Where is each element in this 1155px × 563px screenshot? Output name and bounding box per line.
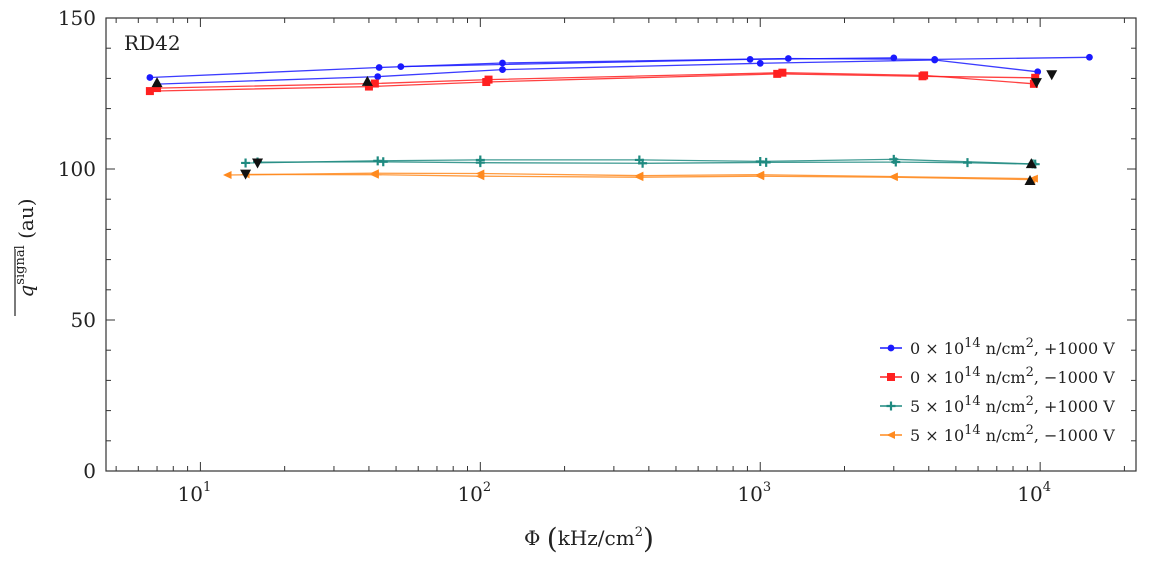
series-1 [145, 68, 1040, 96]
legend-item: 5 × 1014 n/cm2, +1000 V [880, 394, 1115, 416]
data-point [378, 157, 388, 167]
legend-swatch-marker [886, 401, 896, 411]
series-3 [223, 169, 1038, 184]
data-point-marker [151, 77, 163, 88]
y-tick-label: 150 [58, 6, 96, 30]
data-point [889, 173, 898, 182]
y-tick-label: 0 [83, 459, 96, 483]
data-point-marker [240, 169, 252, 180]
y-tick-label: 50 [71, 308, 96, 332]
x-axis-title: Φ (kHz/cm2) [524, 522, 654, 555]
series-line [149, 56, 1090, 79]
series-0 [146, 53, 1093, 88]
legend-label: 0 × 1014 n/cm2, +1000 V [910, 336, 1115, 358]
data-point [778, 68, 787, 77]
data-point-marker [1030, 78, 1042, 89]
data-point [475, 172, 485, 181]
legend-swatch-marker [887, 373, 895, 381]
y-axis-title: qsignal (au) [13, 198, 38, 316]
data-point [931, 56, 939, 64]
data-point [364, 82, 373, 91]
series-layer [145, 53, 1093, 185]
data-point [634, 173, 644, 182]
data-point [145, 87, 154, 96]
x-axis-title-symbol: Φ [524, 526, 540, 550]
y-axis-title-sup: signal [13, 245, 28, 284]
data-point [223, 171, 232, 180]
y-axis-title-main: q [14, 285, 38, 298]
data-point [475, 158, 485, 168]
data-point [1029, 79, 1038, 88]
data-point [761, 157, 771, 167]
inset-label: RD42 [124, 31, 181, 55]
data-point [891, 157, 901, 167]
x-tick-label: 101 [178, 480, 212, 506]
legend-label: 0 × 1014 n/cm2, −1000 V [910, 365, 1115, 387]
series-line [156, 72, 1034, 89]
data-point [755, 172, 765, 181]
data-point [153, 84, 162, 93]
data-point [146, 74, 154, 81]
y-tick-label: 100 [58, 157, 96, 181]
data-point [756, 59, 764, 67]
x-tick-label: 104 [1017, 480, 1051, 506]
svg-text:qsignal (au): qsignal (au) [13, 198, 38, 297]
data-point [638, 158, 648, 168]
data-point [241, 158, 251, 168]
legend-swatch-marker [887, 344, 895, 352]
data-point-marker [361, 75, 373, 86]
svg-text:Φ (kHz/cm2): Φ (kHz/cm2) [524, 522, 654, 555]
data-point [484, 75, 493, 84]
data-point [370, 79, 379, 88]
data-point [920, 71, 929, 80]
legend-item: 0 × 1014 n/cm2, −1000 V [880, 365, 1115, 387]
data-point [499, 59, 506, 67]
legend-swatch-marker [886, 431, 895, 439]
extra-markers [151, 70, 1058, 185]
data-point [370, 170, 379, 179]
legend-item: 5 × 1014 n/cm2, −1000 V [880, 423, 1115, 445]
x-axis-title-unit-sup: 2 [635, 525, 643, 540]
axis-layer: 0 50 100 150 101 102 103 104 [58, 6, 1136, 506]
data-point-marker [1025, 158, 1037, 169]
x-tick-label: 102 [457, 480, 491, 506]
data-point [1086, 53, 1093, 61]
data-point [890, 54, 898, 62]
data-point-marker [252, 158, 264, 169]
legend: 0 × 1014 n/cm2, +1000 V 0 × 1014 n/cm2, −… [880, 336, 1115, 445]
plot-frame [105, 17, 1137, 472]
data-point [374, 73, 382, 80]
series-line [257, 161, 1036, 165]
data-point [397, 63, 405, 71]
legend-label: 5 × 1014 n/cm2, +1000 V [910, 394, 1115, 416]
series-line [156, 59, 1038, 85]
data-point [499, 66, 506, 74]
series-line [149, 73, 1036, 92]
data-point [1031, 73, 1040, 82]
data-point-marker [1046, 70, 1058, 81]
series-2 [241, 154, 1040, 169]
x-tick-label: 103 [737, 480, 771, 506]
x-axis-title-unit: kHz/cm [558, 526, 635, 550]
y-axis-title-unit: (au) [14, 198, 38, 238]
data-point [746, 55, 754, 63]
data-point [375, 64, 383, 71]
plot-border [105, 17, 1137, 472]
data-point-marker [1024, 174, 1036, 185]
data-point [1034, 68, 1042, 76]
data-point [962, 158, 972, 168]
data-point [773, 69, 782, 78]
legend-label: 5 × 1014 n/cm2, −1000 V [910, 423, 1115, 445]
legend-item: 0 × 1014 n/cm2, +1000 V [880, 336, 1115, 358]
